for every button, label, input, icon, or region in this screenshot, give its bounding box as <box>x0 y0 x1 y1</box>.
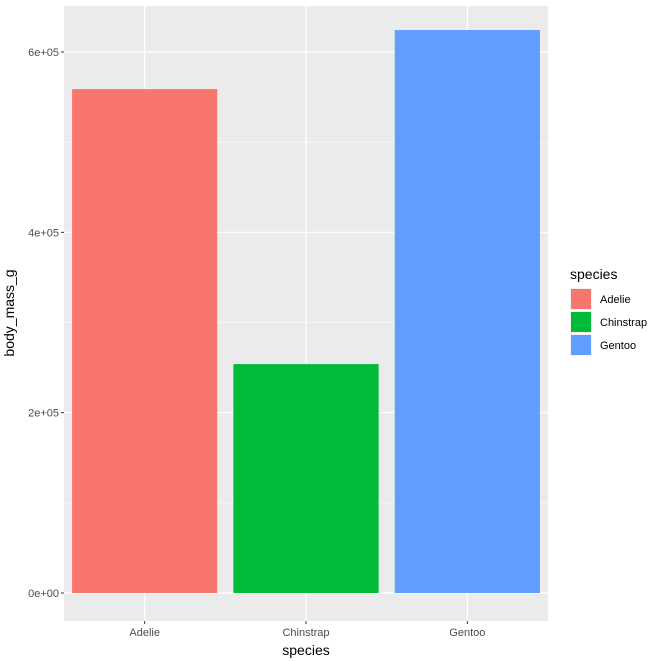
legend-key-gentoo <box>571 335 591 355</box>
bar-adelie <box>72 89 218 593</box>
legend-label-gentoo: Gentoo <box>600 340 636 352</box>
x-tick-label: Adelie <box>129 627 160 639</box>
y-tick-label: 4e+05 <box>28 227 59 239</box>
legend-key-adelie <box>571 289 591 309</box>
legend-label-adelie: Adelie <box>600 294 631 306</box>
y-tick-label: 6e+05 <box>28 47 59 59</box>
legend-key-chinstrap <box>571 312 591 332</box>
legend-title: species <box>570 266 617 282</box>
x-tick-label: Gentoo <box>449 627 485 639</box>
bar-gentoo <box>394 30 540 593</box>
x-tick-label: Chinstrap <box>282 627 329 639</box>
legend: species Adelie Chinstrap Gentoo <box>570 266 647 356</box>
y-axis-title: body_mass_g <box>1 269 17 356</box>
legend-label-chinstrap: Chinstrap <box>600 317 647 329</box>
y-tick-label: 0e+00 <box>28 588 59 600</box>
y-axis: 0e+00 2e+05 4e+05 6e+05 <box>28 47 64 600</box>
bar-chinstrap <box>233 364 379 593</box>
x-axis: Adelie Chinstrap Gentoo <box>129 621 485 639</box>
x-axis-title: species <box>282 642 329 658</box>
y-tick-label: 2e+05 <box>28 408 59 420</box>
bars <box>72 30 540 593</box>
